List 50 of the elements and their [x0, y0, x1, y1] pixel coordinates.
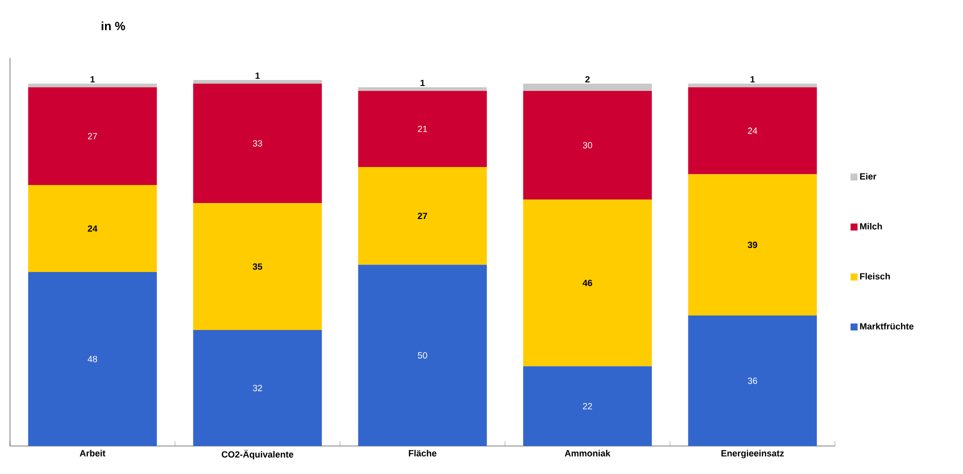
bar [523, 84, 652, 91]
bar [358, 87, 487, 91]
x-tick-label: Ammoniak [564, 450, 610, 456]
bar [358, 90, 487, 167]
bar [358, 166, 487, 265]
data-label: 33 [252, 140, 262, 147]
bar [193, 203, 322, 330]
data-label: 24 [748, 128, 758, 134]
bar [688, 316, 817, 446]
legend-label: Marktfrüchte [860, 322, 914, 330]
x-tick-label: Energieeinsatz [721, 450, 784, 458]
bar [193, 84, 322, 204]
bar [688, 174, 817, 316]
x-tick-label: Fläche [408, 450, 436, 456]
data-label: 39 [748, 242, 758, 248]
data-label: 27 [418, 212, 428, 219]
bar [688, 87, 817, 174]
bar [688, 84, 817, 88]
bar [28, 185, 157, 272]
data-label: 22 [582, 403, 592, 410]
data-label: 46 [582, 280, 592, 286]
legend-label: Fleisch [860, 272, 890, 280]
data-label: 1 [750, 76, 755, 82]
bar [358, 264, 487, 446]
data-label: 36 [748, 378, 758, 384]
bar [193, 330, 322, 446]
data-label: 21 [418, 126, 428, 132]
bar [28, 87, 157, 186]
x-tick-label: Arbeit [80, 450, 106, 456]
data-label: 32 [252, 384, 262, 392]
data-label: 50 [418, 352, 428, 359]
y-axis-title: in % [102, 21, 126, 30]
legend-label: Milch [860, 222, 882, 230]
x-tick-label: CO2-Äquivalente [222, 450, 294, 460]
data-label: 2 [585, 76, 590, 82]
data-label: 48 [88, 356, 98, 362]
data-label: 30 [582, 142, 592, 148]
data-label: 35 [252, 263, 262, 270]
bar [523, 90, 652, 200]
data-label: 27 [88, 132, 98, 140]
data-label: 1 [420, 80, 425, 86]
bar [523, 200, 652, 366]
bar [28, 84, 157, 88]
data-label: 1 [256, 72, 260, 79]
bar [28, 272, 157, 446]
legend-label: Eier [860, 172, 876, 180]
data-label: 1 [90, 76, 95, 82]
bar [523, 366, 652, 446]
data-label: 24 [88, 225, 98, 232]
bar [193, 80, 322, 84]
